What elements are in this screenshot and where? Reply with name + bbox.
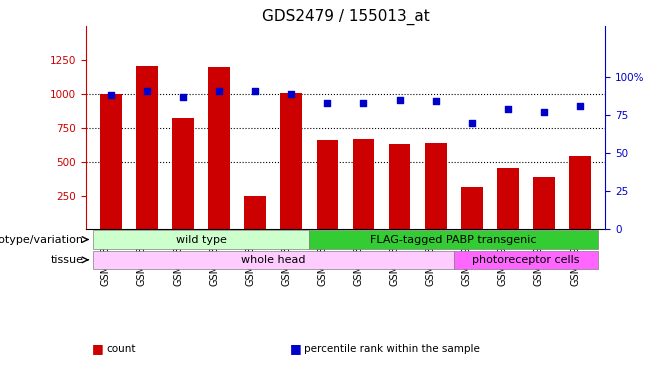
Bar: [425, 143, 447, 230]
Text: count: count: [107, 344, 136, 354]
Text: percentile rank within the sample: percentile rank within the sample: [304, 344, 480, 354]
Bar: [461, 188, 482, 230]
FancyBboxPatch shape: [309, 230, 598, 249]
Point: [503, 106, 513, 112]
FancyBboxPatch shape: [93, 230, 309, 249]
Text: GSM30902: GSM30902: [534, 233, 544, 286]
Bar: [172, 118, 194, 230]
Point: [141, 88, 152, 94]
Bar: [280, 93, 302, 230]
Text: GSM30825: GSM30825: [137, 233, 147, 286]
Text: GSM30833: GSM30833: [353, 233, 363, 286]
Bar: [244, 195, 266, 230]
Text: GSM30827: GSM30827: [209, 233, 219, 286]
Point: [467, 120, 477, 126]
Text: GSM30834: GSM30834: [390, 233, 399, 286]
Text: wild type: wild type: [176, 234, 226, 244]
Text: FLAG-tagged PABP transgenic: FLAG-tagged PABP transgenic: [370, 234, 537, 244]
Point: [105, 92, 116, 98]
Text: ■: ■: [290, 342, 301, 355]
Bar: [389, 144, 411, 230]
Point: [358, 100, 368, 106]
Point: [575, 103, 586, 109]
Bar: [316, 140, 338, 230]
Text: GSM30824: GSM30824: [101, 233, 111, 286]
Point: [214, 88, 224, 94]
Title: GDS2479 / 155013_at: GDS2479 / 155013_at: [262, 9, 429, 25]
Text: whole head: whole head: [241, 255, 305, 265]
Text: ■: ■: [92, 342, 104, 355]
Text: GSM30826: GSM30826: [173, 233, 183, 286]
Bar: [569, 156, 591, 230]
Bar: [136, 66, 158, 230]
Text: GSM30832: GSM30832: [317, 233, 328, 286]
Text: GSM30900: GSM30900: [462, 233, 472, 286]
Text: GSM30903: GSM30903: [570, 233, 580, 286]
Bar: [497, 168, 519, 230]
Point: [178, 94, 188, 100]
Point: [394, 97, 405, 103]
Point: [322, 100, 333, 106]
Point: [286, 91, 297, 97]
FancyBboxPatch shape: [93, 251, 454, 269]
Point: [250, 88, 261, 94]
Bar: [353, 139, 374, 230]
Text: photoreceptor cells: photoreceptor cells: [472, 255, 580, 265]
Text: tissue: tissue: [51, 255, 84, 265]
Text: GSM30901: GSM30901: [498, 233, 508, 286]
Bar: [209, 67, 230, 230]
Text: GSM30830: GSM30830: [282, 233, 291, 286]
Text: GSM30828: GSM30828: [245, 233, 255, 286]
Bar: [533, 177, 555, 230]
Point: [539, 109, 549, 115]
FancyBboxPatch shape: [454, 251, 598, 269]
Point: [430, 98, 441, 104]
Bar: [100, 94, 122, 230]
Text: GSM30835: GSM30835: [426, 233, 436, 286]
Text: genotype/variation: genotype/variation: [0, 234, 84, 244]
